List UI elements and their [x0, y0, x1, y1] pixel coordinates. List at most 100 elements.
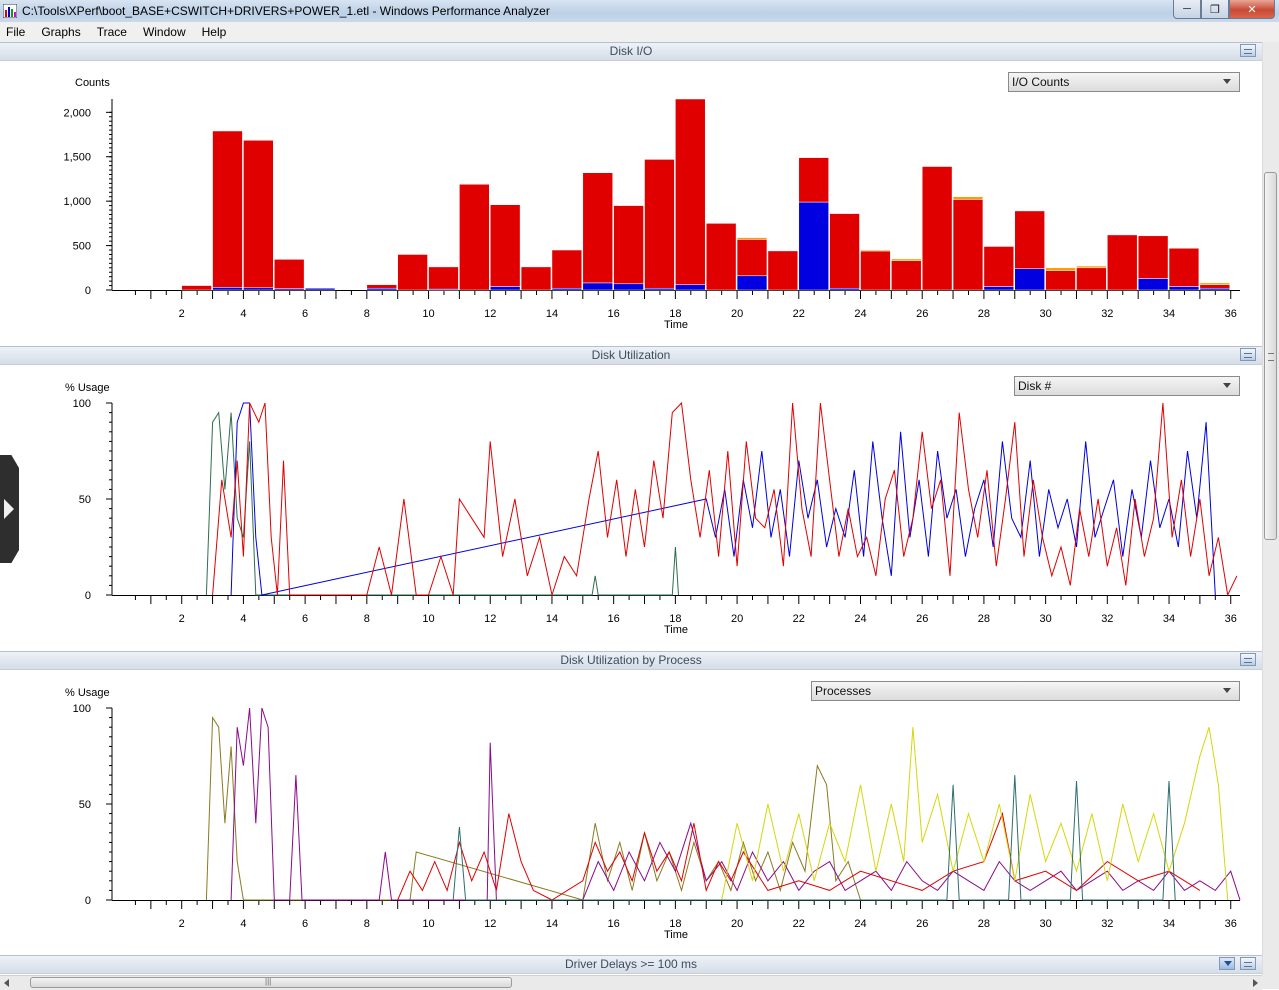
- y-tick-label: 50: [79, 799, 91, 811]
- scroll-left-icon[interactable]: [4, 979, 9, 987]
- x-tick-label: 6: [302, 918, 308, 930]
- io-counts-selector-value: I/O Counts: [1012, 75, 1070, 89]
- x-tick-label: 30: [1039, 613, 1051, 625]
- disk-io-collapse-button[interactable]: [1240, 44, 1256, 57]
- grip-icon: [1268, 353, 1274, 361]
- bar: [551, 287, 583, 291]
- disk-utilization-by-process-title: Disk Utilization by Process: [560, 653, 702, 667]
- x-tick-label: 18: [669, 613, 681, 625]
- restore-button[interactable]: ❐: [1201, 0, 1229, 19]
- menu-trace[interactable]: Trace: [96, 25, 127, 39]
- bar: [551, 249, 583, 289]
- x-tick-label: 10: [422, 308, 434, 320]
- bar: [983, 246, 1015, 287]
- bar: [736, 275, 768, 291]
- bar: [767, 250, 799, 291]
- menu-graphs[interactable]: Graphs: [41, 25, 81, 39]
- x-tick-label: 32: [1101, 918, 1113, 930]
- disk-utilization-by-process-panel: Disk Utilization by Process Processes % …: [0, 651, 1262, 951]
- x-tick-label: 8: [364, 308, 370, 320]
- x-tick-label: 22: [793, 613, 805, 625]
- x-tick-label: 22: [793, 308, 805, 320]
- bar: [397, 254, 428, 291]
- menu-help[interactable]: Help: [201, 25, 227, 39]
- bar: [1168, 286, 1200, 291]
- bar: [1076, 267, 1107, 291]
- bar: [520, 266, 552, 291]
- bar: [1137, 235, 1169, 279]
- x-tick-label: 20: [731, 613, 743, 625]
- x-tick-label: 34: [1163, 918, 1175, 930]
- side-panel-handle[interactable]: [0, 455, 19, 563]
- x-tick-label: 24: [854, 918, 866, 930]
- driver-delays-collapse-button[interactable]: [1240, 957, 1256, 970]
- minimize-button[interactable]: ─: [1173, 0, 1201, 19]
- chevron-down-icon: [1223, 79, 1231, 84]
- bar: [366, 284, 397, 289]
- series-line: [212, 401, 1238, 597]
- y-tick-label: 100: [73, 703, 91, 715]
- bar: [1168, 247, 1200, 287]
- bar: [860, 249, 891, 252]
- y-tick-label: 0: [85, 895, 91, 907]
- bar: [829, 213, 860, 289]
- io-counts-selector[interactable]: I/O Counts: [1008, 72, 1240, 92]
- disk-utilization-title: Disk Utilization: [591, 348, 671, 362]
- bar: [366, 287, 397, 291]
- horizontal-scroll-thumb[interactable]: [30, 977, 512, 988]
- bar: [212, 130, 243, 288]
- y-tick-label: 0: [85, 285, 91, 297]
- x-tick-label: 18: [669, 918, 681, 930]
- disk-utilization-by-process-collapse-button[interactable]: [1240, 653, 1256, 666]
- horizontal-scrollbar[interactable]: |||: [0, 975, 1262, 990]
- series-line: [397, 811, 1201, 901]
- x-tick-label: 28: [978, 918, 990, 930]
- driver-delays-expand-button[interactable]: [1219, 957, 1235, 970]
- vertical-scroll-thumb[interactable]: [1264, 172, 1277, 540]
- bar: [243, 140, 274, 289]
- bar: [304, 287, 336, 291]
- y-tick-label: 2,000: [63, 107, 91, 119]
- x-tick-label: 34: [1163, 308, 1175, 320]
- disk-number-selector[interactable]: Disk #: [1014, 376, 1240, 396]
- disk-io-panel: Disk I/O I/O Counts Counts 0 500 1,000 1,50…: [0, 42, 1262, 342]
- series-line: [205, 715, 861, 901]
- wpa-chart-icon: [3, 4, 17, 18]
- close-button[interactable]: ✕: [1229, 0, 1275, 19]
- bar: [952, 199, 984, 291]
- y-tick-label: 100: [73, 398, 91, 410]
- menu-file[interactable]: File: [6, 25, 26, 39]
- driver-delays-header: Driver Delays >= 100 ms: [0, 955, 1262, 974]
- x-tick-label: 10: [422, 613, 434, 625]
- scroll-right-icon[interactable]: [1253, 979, 1258, 987]
- bar: [921, 166, 953, 291]
- menu-window[interactable]: Window: [142, 25, 186, 39]
- x-tick-label: 4: [240, 308, 246, 320]
- x-tick-label: 32: [1101, 308, 1113, 320]
- bar: [243, 287, 274, 291]
- disk-utilization-collapse-button[interactable]: [1240, 348, 1256, 361]
- bar: [274, 259, 305, 289]
- vertical-scrollbar[interactable]: [1262, 42, 1279, 975]
- bar: [489, 204, 521, 287]
- bar: [644, 159, 675, 289]
- x-axis-label: Time: [664, 624, 688, 636]
- bar: [1199, 282, 1230, 285]
- x-tick-label: 16: [608, 918, 620, 930]
- bar: [798, 201, 829, 291]
- bar: [644, 287, 675, 291]
- bar: [459, 184, 490, 291]
- x-tick-label: 12: [484, 308, 496, 320]
- bar: [1045, 270, 1076, 291]
- y-tick-label: 1,000: [63, 196, 91, 208]
- title-bar[interactable]: C:\Tools\XPerf\boot_BASE+CSWITCH+DRIVERS…: [0, 0, 1279, 23]
- x-tick-label: 26: [916, 308, 928, 320]
- x-tick-label: 14: [546, 308, 558, 320]
- processes-selector[interactable]: Processes: [811, 681, 1240, 701]
- x-tick-label: 28: [978, 308, 990, 320]
- x-tick-label: 32: [1101, 613, 1113, 625]
- x-tick-label: 20: [731, 918, 743, 930]
